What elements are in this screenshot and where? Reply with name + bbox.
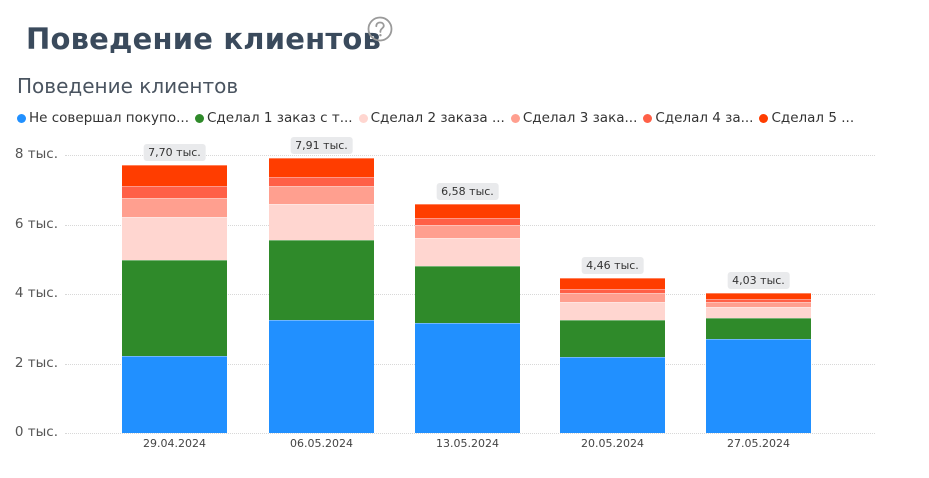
legend-dot-icon [17, 113, 26, 123]
bar-segment[interactable] [122, 259, 227, 356]
x-axis-tick: 13.05.2024 [436, 437, 499, 450]
legend-label: Сделал 3 зака... [522, 110, 638, 126]
chart-legend: Не совершал покупо... Сделал 1 заказ с т.… [17, 109, 860, 127]
bar-stack[interactable] [560, 0, 665, 478]
legend-label: Не совершал покупо... [29, 110, 189, 126]
bar-segment[interactable] [122, 355, 227, 433]
bar-segment[interactable] [122, 198, 227, 217]
bar-segment[interactable] [269, 176, 374, 186]
bar-stack[interactable] [269, 0, 374, 478]
legend-item[interactable]: Сделал 3 зака... [510, 110, 638, 126]
bar-segment[interactable] [560, 356, 665, 433]
legend-label: Сделал 1 заказ с т... [207, 110, 353, 126]
y-axis-tick: 6 тыс. [14, 215, 58, 232]
bar-segment[interactable] [560, 278, 665, 290]
bar-segment[interactable] [122, 216, 227, 260]
bar-segment[interactable] [706, 306, 811, 318]
legend-item[interactable]: Сделал 1 заказ с т... [195, 110, 353, 126]
legend-label: Сделал 2 заказа ... [370, 110, 505, 126]
bar-stack[interactable] [122, 0, 227, 478]
bar-total-label: 4,03 тыс. [727, 271, 790, 289]
legend-item[interactable]: Не совершал покупо... [17, 110, 189, 126]
bar-segment[interactable] [269, 158, 374, 177]
bar-segment[interactable] [122, 165, 227, 187]
bar-total-label: 7,91 тыс. [290, 137, 353, 155]
bar-segment[interactable] [122, 186, 227, 199]
x-axis-tick: 20.05.2024 [581, 437, 644, 450]
y-axis-tick: 8 тыс. [14, 146, 58, 162]
legend-dot-icon [643, 113, 653, 123]
legend-label: Сделал 4 за... [655, 110, 754, 126]
bar-stack[interactable] [706, 0, 811, 478]
bar-segment[interactable] [269, 185, 374, 204]
x-axis-tick: 27.05.2024 [727, 437, 790, 450]
bar-segment[interactable] [560, 292, 665, 302]
bar-segment[interactable] [269, 203, 374, 240]
legend-dot-icon [510, 113, 520, 123]
bar-segment[interactable] [415, 204, 520, 219]
bar-segment[interactable] [706, 317, 811, 340]
bar-segment[interactable] [706, 339, 811, 433]
legend-item[interactable]: Сделал 4 за... [643, 110, 753, 126]
legend-item[interactable]: Сделал 2 заказа ... [358, 110, 505, 126]
y-axis-tick: 4 тыс. [14, 285, 58, 301]
gridline [65, 155, 875, 156]
bar-total-label: 4,46 тыс. [581, 257, 644, 274]
bar-segment[interactable] [560, 320, 665, 357]
x-axis-tick: 06.05.2024 [290, 437, 353, 450]
page-title: Поведение клиентов [26, 22, 382, 56]
legend-label: Сделал 5 ... [771, 110, 855, 126]
bar-segment[interactable] [706, 292, 811, 299]
bar-total-label: 7,70 тыс. [143, 144, 206, 162]
x-axis-tick: 29.04.2024 [143, 437, 206, 450]
legend-dot-icon [358, 113, 368, 123]
bar-stack[interactable] [415, 0, 520, 478]
bar-segment[interactable] [415, 238, 520, 267]
bar-segment[interactable] [269, 319, 374, 433]
bar-segment[interactable] [706, 301, 811, 307]
y-axis-tick: 0 тыс. [14, 424, 58, 440]
bar-segment[interactable] [269, 239, 374, 320]
chart-title: Поведение клиентов [17, 74, 239, 98]
legend-dot-icon [759, 113, 769, 123]
bar-segment[interactable] [415, 225, 520, 239]
y-axis-tick: 2 тыс. [14, 354, 58, 371]
bar-segment[interactable] [560, 301, 665, 321]
bar-segment[interactable] [415, 323, 520, 433]
legend-dot-icon [195, 113, 204, 123]
question-circle-icon[interactable] [367, 16, 393, 42]
legend-item[interactable]: Сделал 5 ... [759, 110, 854, 126]
bar-segment[interactable] [415, 266, 520, 324]
gridline [65, 433, 875, 434]
bar-segment[interactable] [415, 218, 520, 226]
bar-total-label: 6,58 тыс. [436, 183, 499, 201]
bar-segment[interactable] [560, 289, 665, 293]
bar-segment[interactable] [706, 298, 811, 302]
